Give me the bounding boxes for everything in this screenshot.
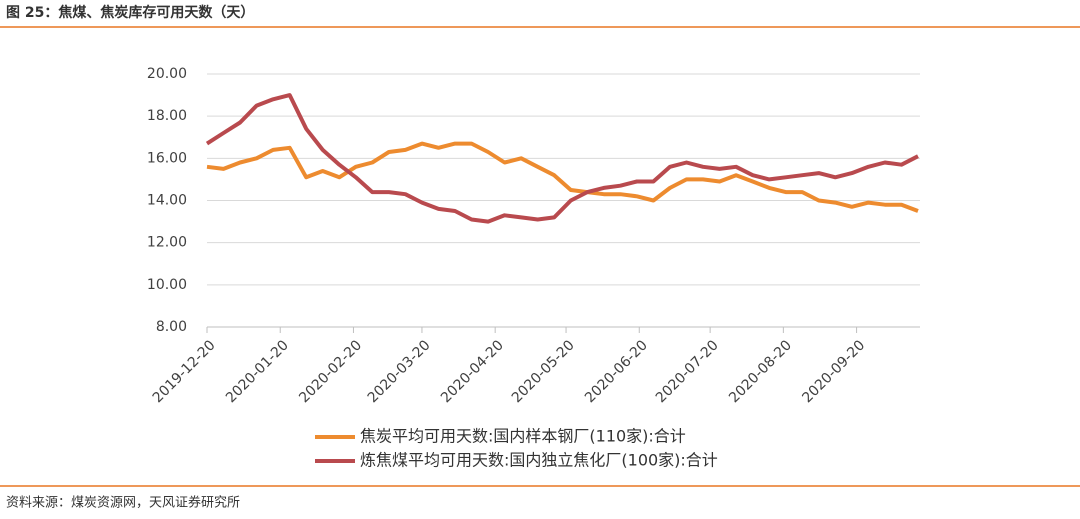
- x-tick-label: 2020-05-20: [509, 337, 578, 406]
- chart-title: 图 25：焦煤、焦炭库存可用天数（天）: [6, 4, 254, 21]
- y-tick-label: 20.00: [147, 66, 187, 82]
- x-tick-label: 2020-07-20: [653, 337, 722, 406]
- legend-label: 炼焦煤平均可用天数:国内独立焦化厂(100家):合计: [360, 451, 718, 470]
- x-tick-label: 2019-12-20: [150, 337, 219, 406]
- y-tick-label: 18.00: [147, 108, 187, 124]
- x-tick-label: 2020-06-20: [582, 337, 651, 406]
- x-tick-label: 2020-08-20: [726, 337, 795, 406]
- y-tick-label: 14.00: [147, 193, 187, 209]
- line-series: [206, 141, 919, 213]
- y-tick-label: 10.00: [147, 277, 187, 293]
- line-series: [205, 93, 919, 224]
- x-tick-label: 2020-01-20: [223, 337, 292, 406]
- x-tick-label: 2020-03-20: [365, 337, 434, 406]
- y-tick-label: 8.00: [156, 319, 187, 335]
- x-tick-label: 2020-04-20: [438, 337, 507, 406]
- y-tick-label: 16.00: [147, 150, 187, 166]
- y-tick-label: 12.00: [147, 235, 187, 251]
- source: 资料来源：煤炭资源网，天风证券研究所: [6, 495, 240, 511]
- x-tick-label: 2020-02-20: [296, 337, 365, 406]
- x-tick-label: 2020-09-20: [799, 337, 868, 406]
- legend-label: 焦炭平均可用天数:国内样本钢厂(110家):合计: [360, 427, 686, 446]
